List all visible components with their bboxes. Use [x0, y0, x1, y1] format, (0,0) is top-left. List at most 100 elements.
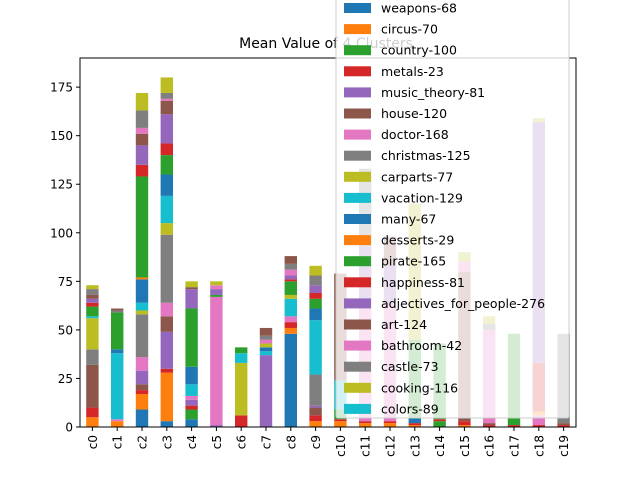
x-tick-label-c7: c7 [260, 435, 274, 449]
bar-segment-c3-0 [160, 421, 173, 427]
legend-label-4: music_theory-81 [381, 85, 485, 100]
bar-segment-c2-3 [135, 384, 149, 391]
bar-segment-c2-4 [135, 370, 149, 385]
legend-swatch-11 [344, 235, 371, 246]
bar-segment-c8-6 [284, 281, 297, 295]
bar-segment-c1-2 [111, 353, 124, 420]
y-tick-label-175: 175 [50, 81, 73, 95]
bar-segment-c3-5 [160, 302, 173, 317]
bar-segment-c8-7 [284, 279, 297, 282]
x-tick-label-c1: c1 [111, 435, 125, 449]
bar-segment-c2-9 [135, 279, 149, 303]
legend-label-5: house-120 [381, 106, 447, 121]
bar-segment-c0-8 [86, 298, 99, 303]
bar-segment-c2-8 [135, 302, 149, 311]
legend-label-7: christmas-125 [381, 148, 471, 163]
bar-segment-c6-2 [235, 353, 248, 363]
bar-segment-c5-5 [210, 281, 223, 286]
bar-segment-c16-0 [483, 425, 496, 427]
y-tick-label-50: 50 [58, 323, 73, 337]
bar-segment-c0-0 [86, 417, 99, 427]
bar-segment-c18-0 [532, 425, 545, 427]
y-tick-label-75: 75 [58, 275, 73, 289]
x-tick-label-c14: c14 [433, 435, 447, 457]
bar-segment-c4-9 [185, 287, 198, 290]
bar-segment-c4-2 [185, 405, 198, 410]
bar-segment-c4-5 [185, 384, 198, 396]
bar-segment-c2-13 [135, 145, 149, 165]
bar-segment-c6-0 [235, 415, 248, 427]
x-tick-label-c4: c4 [185, 435, 199, 449]
legend-label-8: carparts-77 [381, 169, 453, 184]
bar-segment-c0-7 [86, 302, 99, 307]
bar-segment-c3-4 [160, 316, 173, 332]
x-tick-label-c11: c11 [359, 435, 373, 457]
bar-segment-c9-9 [309, 285, 322, 293]
legend-swatch-5 [344, 108, 371, 119]
bar-segment-c8-3 [284, 316, 297, 323]
bar-segment-c5-2 [210, 294, 223, 297]
bar-segment-c19-0 [557, 425, 570, 427]
legend-label-19: colors-89 [381, 401, 439, 416]
bar-segment-c9-11 [309, 265, 322, 276]
bar-segment-c4-6 [185, 366, 198, 385]
legend-label-18: cooking-116 [381, 380, 458, 395]
bar-segment-c10-0 [334, 421, 347, 427]
bar-segment-c8-4 [284, 298, 297, 317]
bar-segment-c17-0 [507, 425, 521, 427]
bar-segment-c4-7 [185, 308, 198, 367]
bar-segment-c4-10 [185, 281, 198, 288]
legend-label-13: happiness-81 [381, 275, 465, 290]
x-tick-label-c13: c13 [408, 435, 422, 457]
bar-segment-c8-11 [284, 256, 297, 264]
bar-segment-c0-11 [86, 285, 99, 290]
bar-segment-c13-1 [408, 423, 421, 426]
legend-label-0: weapons-68 [381, 1, 457, 16]
bar-segment-c7-0 [259, 355, 273, 427]
legend-label-2: country-100 [381, 43, 457, 58]
bar-segment-c1-5 [111, 310, 124, 313]
bar-segment-c3-6 [160, 234, 173, 303]
bar-segment-c6-3 [235, 347, 248, 354]
bar-segment-c1-4 [111, 312, 124, 350]
bar-segment-c4-4 [185, 395, 198, 400]
legend-swatch-13 [344, 277, 371, 288]
axes-layer: 0 25 50 75 100 125 150 175 c0 c1 c2 c3 c4 c5 c6 c7 c8 c9 c… [50, 57, 577, 457]
x-tick-label-c17: c17 [508, 435, 522, 457]
bar-segment-c3-11 [160, 143, 173, 156]
bar-segment-c11-0 [359, 423, 372, 427]
bar-segment-c15-1 [458, 421, 471, 426]
y-tick-label-25: 25 [58, 372, 73, 386]
bar-segment-c2-1 [135, 393, 149, 410]
y-tick-label-0: 0 [65, 421, 73, 435]
legend-swatch-0 [344, 3, 371, 13]
bar-segment-c8-8 [284, 275, 297, 280]
legend-swatch-14 [344, 298, 371, 309]
bar-segment-c2-11 [135, 176, 149, 278]
bar-segment-c3-8 [160, 195, 173, 224]
legend: weapons-68 circus-70 country-100 metals-23 m… [335, 0, 570, 419]
legend-label-12: pirate-165 [381, 254, 446, 269]
bar-segment-c16-1 [483, 423, 496, 426]
bar-segment-c4-3 [185, 399, 198, 406]
legend-swatch-17 [344, 361, 371, 372]
x-tick-label-c5: c5 [210, 435, 224, 449]
x-tick-label-c6: c6 [235, 435, 249, 449]
bar-segment-c8-10 [284, 263, 297, 270]
bar-segment-c9-5 [309, 320, 322, 375]
bar-segment-c2-16 [135, 110, 149, 128]
bar-segment-c4-8 [185, 289, 198, 309]
bar-segment-c9-1 [309, 415, 322, 422]
bar-segment-c3-9 [160, 174, 173, 196]
bar-segment-c3-15 [160, 92, 173, 99]
bar-segment-c3-3 [160, 331, 173, 369]
bar-segment-c8-9 [284, 269, 297, 276]
legend-swatch-15 [344, 319, 371, 330]
bar-segment-c7-4 [259, 339, 273, 344]
bar-segment-c1-6 [111, 308, 124, 311]
x-tick-label-c15: c15 [458, 435, 472, 457]
bar-segment-c3-12 [160, 114, 173, 144]
bar-segment-c5-4 [210, 285, 223, 290]
bar-segment-c18-1 [532, 415, 545, 426]
bar-segment-c3-2 [160, 368, 173, 373]
